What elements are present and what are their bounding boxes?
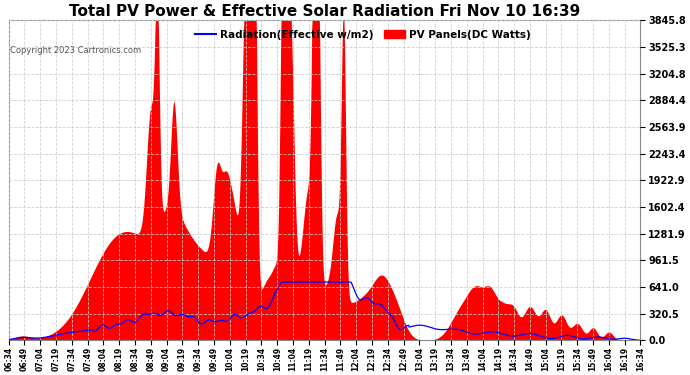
Text: Copyright 2023 Cartronics.com: Copyright 2023 Cartronics.com: [10, 46, 141, 55]
Legend: Radiation(Effective w/m2), PV Panels(DC Watts): Radiation(Effective w/m2), PV Panels(DC …: [190, 26, 535, 44]
Title: Total PV Power & Effective Solar Radiation Fri Nov 10 16:39: Total PV Power & Effective Solar Radiati…: [69, 4, 580, 19]
